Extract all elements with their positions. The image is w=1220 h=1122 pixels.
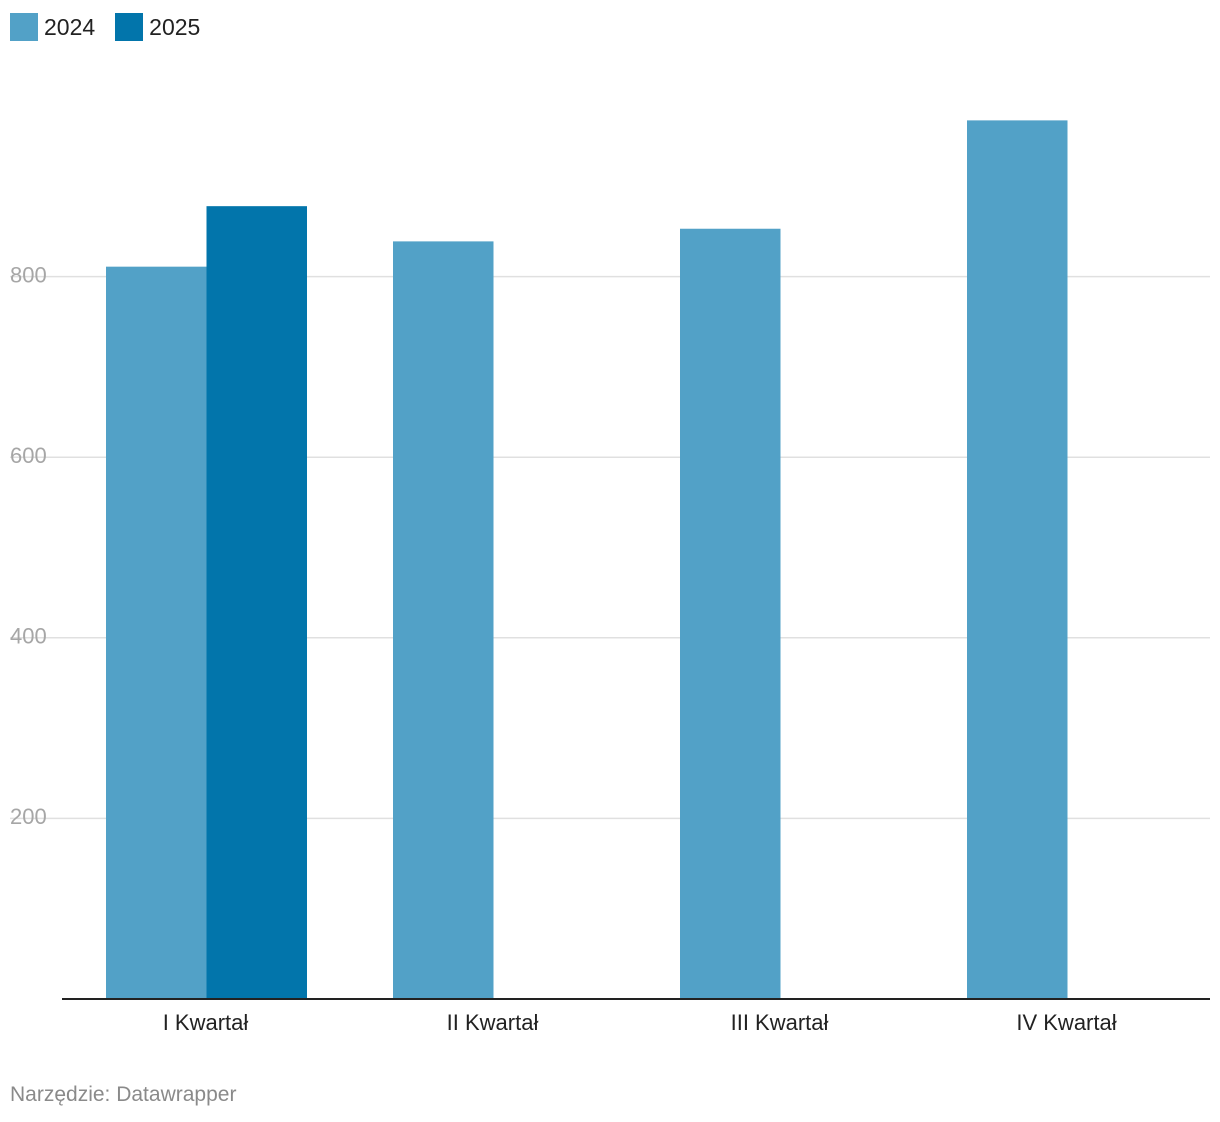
x-axis: I Kwartał II Kwartał III Kwartał IV Kwartał bbox=[62, 998, 1210, 1035]
legend-swatch-2025 bbox=[115, 13, 144, 41]
y-tick-label-200: 200 bbox=[10, 804, 47, 829]
bar-chart: 200 400 600 800 I Kwartał II Kwartał III Kwar… bbox=[10, 120, 1210, 1035]
legend-swatch-2024 bbox=[10, 13, 38, 41]
x-tick-label-1: I Kwartał bbox=[163, 1010, 249, 1035]
legend-item-2025: 2025 bbox=[115, 13, 200, 41]
legend-label-2024: 2024 bbox=[44, 13, 96, 40]
x-tick-label-2: II Kwartał bbox=[447, 1010, 539, 1035]
x-tick-label-3: III Kwartał bbox=[731, 1010, 829, 1035]
bar-2024-2 bbox=[393, 241, 494, 999]
y-tick-label-600: 600 bbox=[10, 443, 47, 468]
source-note: Narzędzie: Datawrapper bbox=[10, 1083, 237, 1106]
y-tick-label-800: 800 bbox=[10, 262, 47, 287]
legend-label-2025: 2025 bbox=[149, 13, 201, 40]
x-tick-label-4: IV Kwartał bbox=[1016, 1010, 1116, 1035]
bar-2024-4 bbox=[967, 120, 1068, 1000]
bars bbox=[106, 120, 1068, 1000]
legend-item-2024: 2024 bbox=[10, 13, 95, 41]
chart-legend: 2024 2025 bbox=[10, 10, 200, 44]
y-tick-label-400: 400 bbox=[10, 624, 47, 649]
bar-2024-1 bbox=[106, 266, 207, 999]
bar-2024-3 bbox=[680, 228, 781, 1000]
bar-2025-1 bbox=[206, 206, 307, 999]
